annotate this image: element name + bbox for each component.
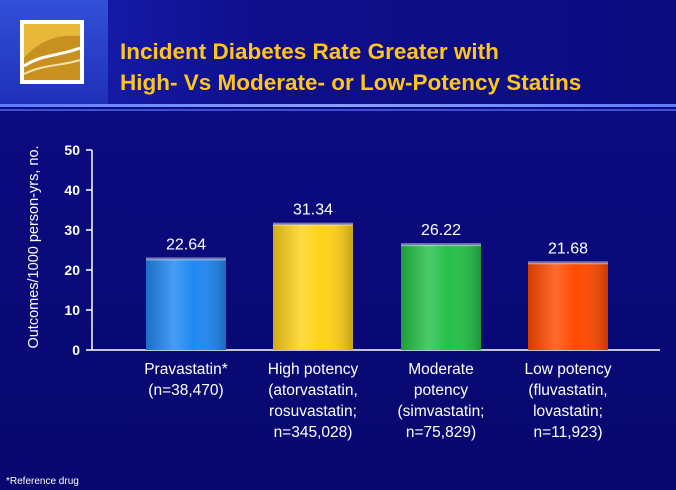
x-category-label: (atorvastatin,	[268, 382, 358, 399]
slide-title-line-2: High- Vs Moderate- or Low-Potency Statin…	[120, 70, 582, 95]
bar-top-highlight	[146, 257, 226, 261]
x-category-label: High potency	[268, 361, 359, 378]
header-divider-thin	[0, 109, 676, 111]
logo-sun-shape	[24, 24, 80, 58]
x-category-label: Low potency	[524, 361, 611, 378]
data-label: 22.64	[166, 236, 206, 253]
y-tick-label: 50	[64, 142, 80, 158]
bar-shading	[146, 259, 226, 350]
y-tick-label: 40	[64, 182, 80, 198]
x-category-label: potency	[414, 382, 469, 399]
x-category-label: lovastatin;	[533, 403, 603, 420]
y-tick-label: 10	[64, 302, 80, 318]
x-category-label: rosuvastatin;	[269, 403, 357, 420]
y-tick-label: 0	[72, 342, 80, 358]
header-divider	[0, 104, 676, 107]
x-category-label: n=345,028)	[274, 424, 353, 441]
bar-shading	[528, 263, 608, 350]
x-category-label: (fluvastatin,	[528, 382, 607, 399]
bar-top-highlight	[401, 243, 481, 247]
y-axis-title: Outcomes/1000 person-yrs, no.	[26, 145, 42, 348]
data-label: 31.34	[293, 202, 333, 219]
x-category-label: (n=38,470)	[148, 382, 223, 399]
x-category-label: (simvastatin;	[398, 403, 485, 420]
logo	[0, 0, 108, 104]
data-label: 21.68	[548, 240, 588, 257]
bar-top-highlight	[273, 222, 353, 226]
logo-mark-icon	[20, 20, 84, 84]
data-label: 26.22	[421, 222, 461, 239]
y-tick-label: 20	[64, 262, 80, 278]
slide-title: Incident Diabetes Rate Greater with High…	[120, 36, 670, 98]
logo-wave-line-2	[23, 59, 81, 75]
x-category-label: Pravastatin*	[144, 361, 228, 378]
x-category-label: n=75,829)	[406, 424, 476, 441]
footnote: *Reference drug	[6, 476, 79, 487]
slide-title-line-1: Incident Diabetes Rate Greater with	[120, 39, 499, 64]
bar-shading	[273, 224, 353, 350]
logo-wave-line	[23, 46, 81, 68]
bar-top-highlight	[528, 261, 608, 265]
y-tick-label: 30	[64, 222, 80, 238]
x-category-label: n=11,923)	[533, 424, 602, 441]
header-band: Incident Diabetes Rate Greater with High…	[0, 0, 676, 104]
x-category-label: Moderate	[408, 361, 473, 378]
bar-shading	[401, 245, 481, 350]
